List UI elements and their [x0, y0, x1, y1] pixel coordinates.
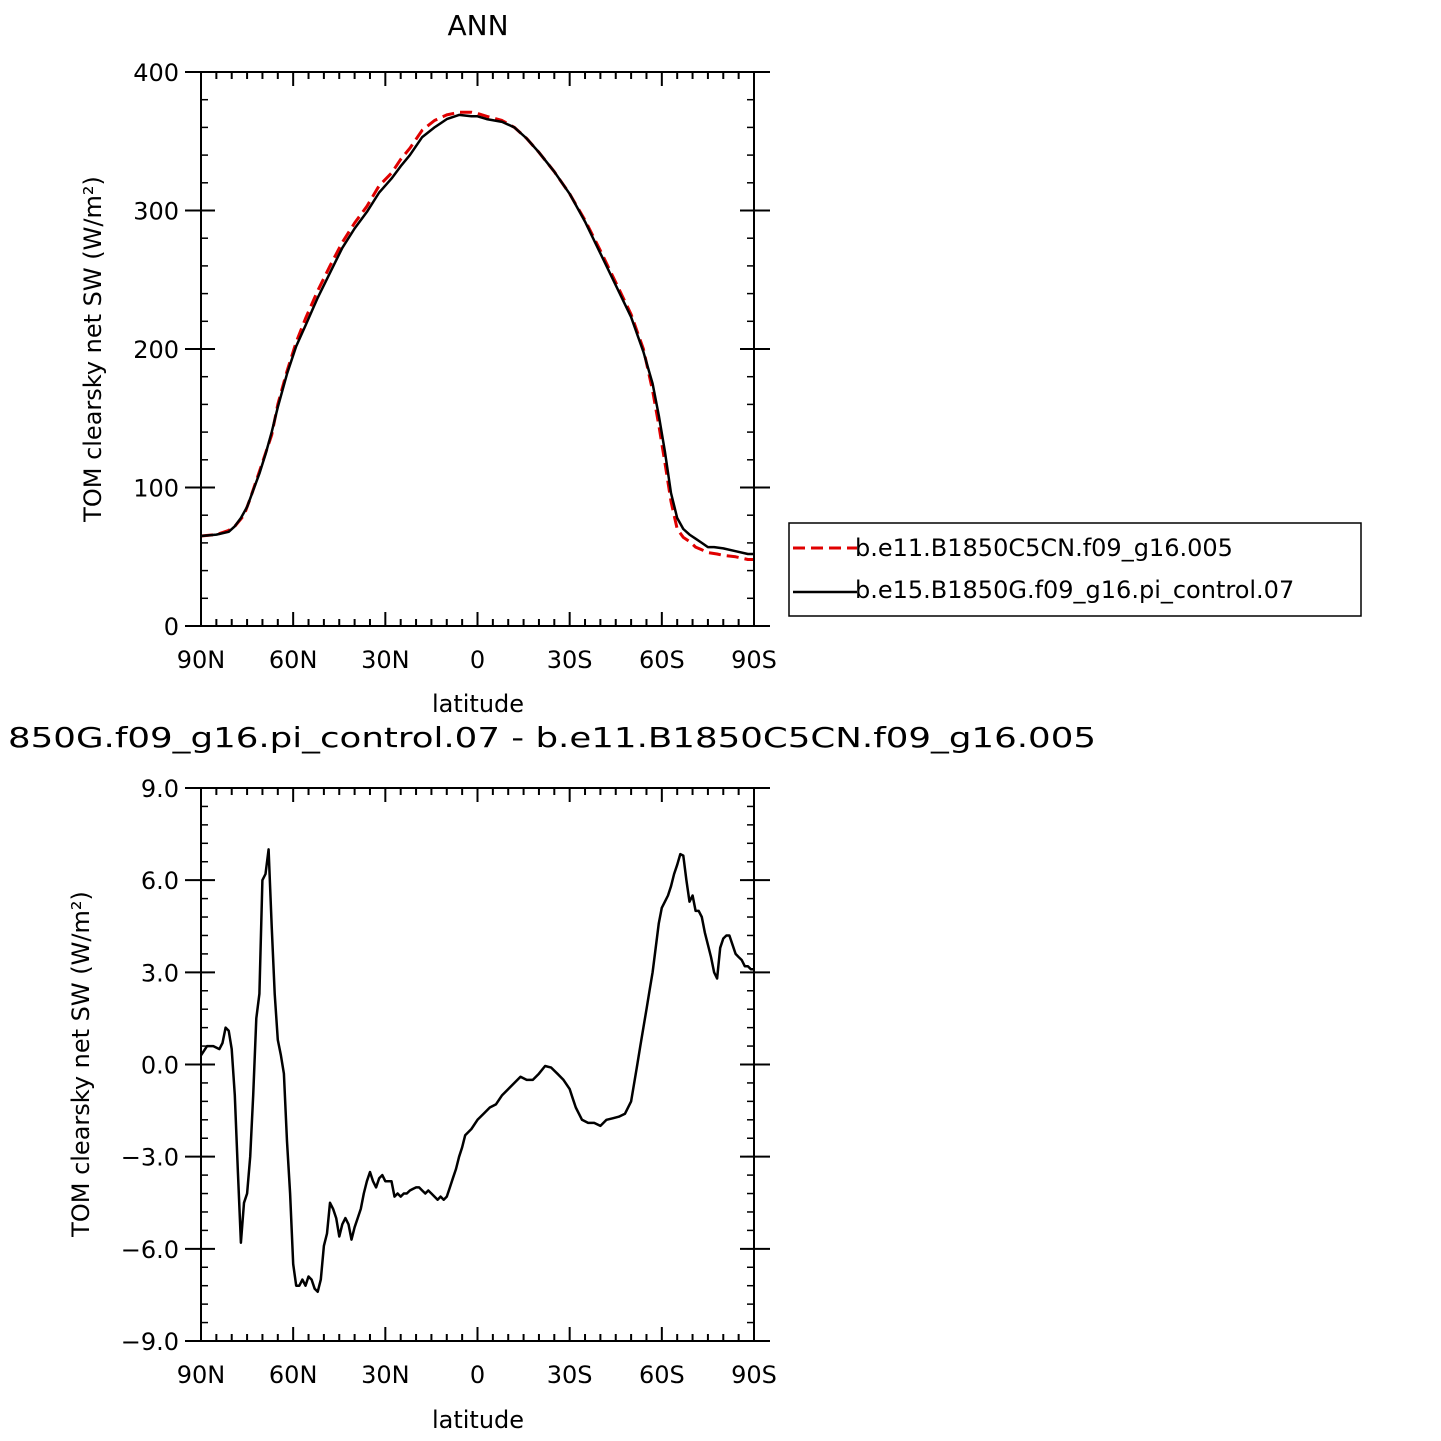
bottom-ticks: −9.0 −6.0 −3.0 0.0 3.0 6.0 9.0 90N 60N 30N 0 30S 60S… [121, 775, 777, 1389]
plot-bottom: 850G.f09_g16.pi_control.07 - b.e11.B1850… [8, 721, 1096, 1434]
top-curves [200, 110, 754, 561]
bottom-series-line-1 [199, 848, 754, 1294]
bottom-y-tick-label: −6.0 [121, 1236, 179, 1264]
legend: b.e11.B1850C5CN.f09_g16.005 b.e15.B1850G… [788, 522, 1362, 617]
top-plot-title: ANN [447, 9, 508, 42]
bottom-plot-title: 850G.f09_g16.pi_control.07 - b.e11.B1850… [8, 721, 1096, 754]
legend-label-series-2: b.e15.B1850G.f09_g16.pi_control.07 [855, 576, 1294, 604]
top-x-axis-title: latitude [432, 690, 524, 718]
legend-box [788, 522, 1362, 617]
top-x-tick-label: 30N [361, 646, 410, 674]
top-y-tick-label: 300 [133, 198, 179, 226]
top-x-tick-label: 0 [470, 646, 485, 674]
bottom-y-tick-label: 0.0 [141, 1052, 179, 1080]
bottom-x-tick-label: 0 [470, 1361, 485, 1389]
top-series-line-2 [200, 113, 754, 556]
top-y-tick-label: 100 [133, 475, 179, 503]
bottom-x-tick-label: 90N [177, 1361, 226, 1389]
bottom-x-axis-title: latitude [432, 1406, 524, 1434]
bottom-curves [199, 848, 754, 1294]
plot-top: ANN 0 100 200 300 400 90N 60N 30N 0 30S 60S 90S lat… [79, 9, 1362, 718]
top-y-tick-label: 200 [133, 336, 179, 364]
bottom-y-tick-label: 3.0 [141, 959, 179, 987]
bottom-y-tick-label: −3.0 [121, 1144, 179, 1172]
top-plot-frame [200, 71, 755, 627]
bottom-x-tick-label: 90S [731, 1361, 777, 1389]
legend-label-series-1: b.e11.B1850C5CN.f09_g16.005 [855, 534, 1233, 562]
bottom-y-axis-title: TOM clearsky net SW (W/m²) [67, 891, 95, 1238]
top-y-tick-label: 400 [133, 59, 179, 87]
bottom-y-tick-label: 9.0 [141, 775, 179, 803]
bottom-y-tick-label: −9.0 [121, 1328, 179, 1356]
bottom-plot-frame [200, 787, 755, 1342]
top-ticks: 0 100 200 300 400 90N 60N 30N 0 30S 60S 90S [133, 59, 777, 674]
bottom-x-tick-label: 60S [639, 1361, 685, 1389]
top-x-tick-label: 90N [177, 646, 226, 674]
top-x-tick-label: 90S [731, 646, 777, 674]
bottom-x-tick-label: 60N [269, 1361, 318, 1389]
bottom-x-tick-label: 30S [547, 1361, 593, 1389]
top-x-tick-label: 30S [547, 646, 593, 674]
bottom-x-tick-label: 30N [361, 1361, 410, 1389]
top-y-tick-label: 0 [164, 613, 179, 641]
top-y-axis-title: TOM clearsky net SW (W/m²) [79, 176, 107, 523]
top-x-tick-label: 60S [639, 646, 685, 674]
top-x-tick-label: 60N [269, 646, 318, 674]
bottom-y-tick-label: 6.0 [141, 867, 179, 895]
